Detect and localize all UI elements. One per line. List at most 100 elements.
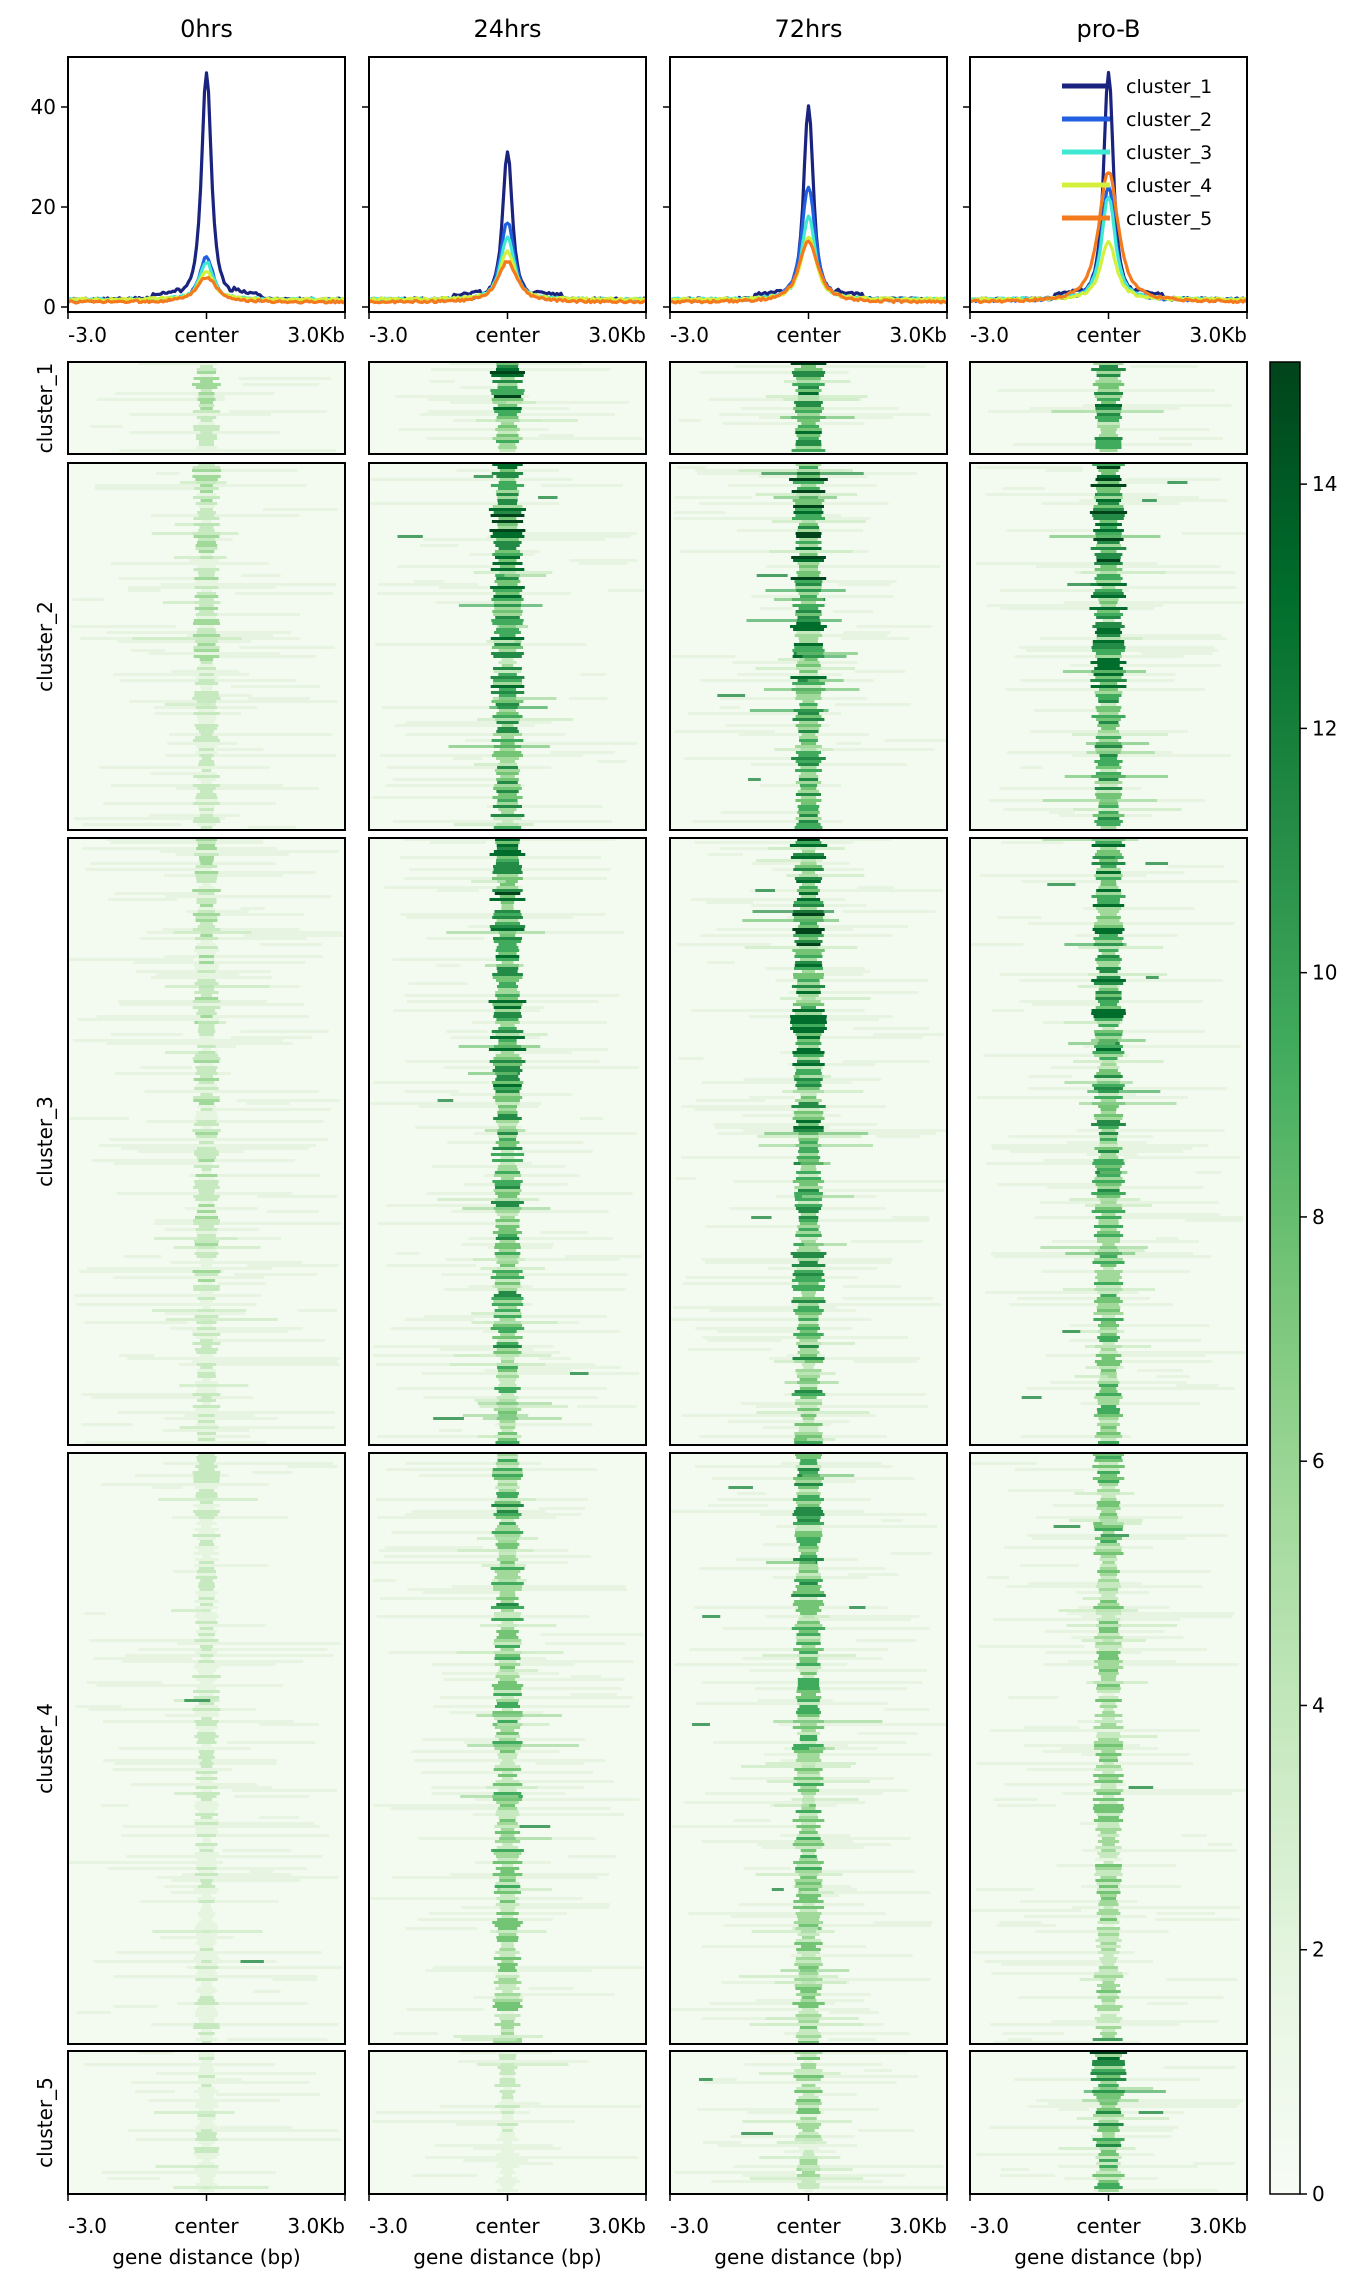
heatmap-row-signal bbox=[199, 1693, 214, 1696]
heatmap-bg-row bbox=[674, 730, 775, 733]
heatmap-row-flank bbox=[174, 1792, 212, 1795]
heatmap-row-signal bbox=[200, 1789, 213, 1792]
heatmap-row-signal bbox=[493, 1015, 522, 1018]
heatmap-row-signal bbox=[800, 1735, 818, 1738]
heatmap-row-signal bbox=[201, 1744, 212, 1747]
heatmap-row-signal bbox=[194, 1054, 219, 1057]
heatmap-row-signal bbox=[795, 514, 822, 517]
heatmap-row-signal bbox=[198, 1039, 216, 1042]
heatmap-row-signal bbox=[196, 1156, 217, 1159]
heatmap-bg-row bbox=[676, 1177, 697, 1180]
heatmap-bg-row bbox=[371, 478, 573, 481]
heatmap-bg-row bbox=[569, 559, 638, 562]
heatmap-row-signal bbox=[198, 1951, 215, 1954]
heatmap-row-signal bbox=[791, 371, 826, 374]
heatmap-row-flank bbox=[476, 2063, 569, 2066]
heatmap-bg-row bbox=[681, 1156, 815, 1159]
heatmap-bg-row bbox=[540, 1231, 589, 1234]
heatmap-row-signal bbox=[497, 1132, 518, 1135]
x-tick-label: center bbox=[475, 323, 540, 347]
heatmap-row-signal bbox=[493, 1891, 521, 1894]
heatmap-bg-row bbox=[757, 1699, 833, 1702]
heatmap-row-signal bbox=[1092, 383, 1125, 386]
heatmap-row-signal bbox=[796, 1249, 821, 1252]
heatmap-bg-row bbox=[1092, 2129, 1174, 2132]
heatmap-row-signal bbox=[501, 961, 514, 964]
heatmap-row-signal bbox=[192, 410, 221, 413]
heatmap-row-flank bbox=[782, 1090, 864, 1093]
heatmap-row-signal bbox=[797, 2183, 820, 2186]
heatmap-row-signal bbox=[1099, 970, 1118, 973]
heatmap-row-signal bbox=[1094, 553, 1123, 556]
heatmap-row-signal bbox=[1093, 1819, 1124, 1822]
heatmap-row-flank bbox=[774, 748, 833, 751]
heatmap-row-signal bbox=[798, 1630, 819, 1633]
heatmap-row-flank bbox=[476, 1714, 562, 1717]
heatmap-row-signal bbox=[197, 1969, 216, 1972]
heatmap-row-signal bbox=[1101, 2029, 1116, 2032]
heatmap-row-signal bbox=[198, 2141, 215, 2144]
heatmap-row-signal bbox=[201, 589, 212, 592]
heatmap-bg-row bbox=[986, 1162, 1102, 1165]
heatmap-row-signal bbox=[497, 1366, 518, 1369]
heatmap-row-signal bbox=[492, 463, 523, 466]
heatmap-row-signal bbox=[494, 1534, 521, 1537]
heatmap-row-flank bbox=[807, 679, 844, 682]
heatmap-row-signal bbox=[1098, 2180, 1119, 2183]
heatmap-row-signal bbox=[798, 392, 819, 395]
heatmap-bg-row bbox=[176, 787, 320, 790]
heatmap-row-signal bbox=[797, 1621, 820, 1624]
heatmap-row-signal bbox=[496, 416, 519, 419]
heatmap-row-signal bbox=[198, 1672, 215, 1675]
heatmap-row-signal bbox=[800, 1414, 817, 1417]
heatmap-row-signal bbox=[202, 1903, 211, 1906]
heatmap-row-signal bbox=[198, 730, 215, 733]
heatmap-row-signal bbox=[1098, 2153, 1119, 2156]
heatmap-row-signal bbox=[799, 886, 818, 889]
heatmap-bg-row bbox=[1024, 1744, 1141, 1747]
heatmap-row-signal bbox=[798, 386, 819, 389]
heatmap-row-flank bbox=[179, 1426, 219, 1429]
heatmap-row-signal bbox=[801, 365, 816, 368]
heatmap-bg-row bbox=[709, 1309, 856, 1312]
heatmap-row-signal bbox=[1094, 1045, 1123, 1048]
heatmap-bg-row bbox=[419, 1474, 494, 1477]
heatmap-row-signal bbox=[795, 389, 822, 392]
heatmap-bg-row bbox=[179, 1363, 340, 1366]
heatmap-row-signal bbox=[793, 1906, 824, 1909]
heatmap-row-signal bbox=[499, 895, 516, 898]
heatmap-row-signal bbox=[492, 805, 522, 808]
heatmap-row-signal bbox=[1097, 1582, 1120, 1585]
heatmap-row-signal bbox=[793, 2075, 824, 2078]
heatmap-row-signal bbox=[800, 1612, 817, 1615]
heatmap-bg-row bbox=[855, 1639, 917, 1642]
heatmap-bg-row bbox=[694, 1606, 888, 1609]
heatmap-row-signal bbox=[500, 1162, 515, 1165]
heatmap-bg-row bbox=[149, 814, 240, 817]
heatmap-bg-row bbox=[976, 2153, 1155, 2156]
heatmap-row-signal bbox=[496, 874, 519, 877]
legend-label-cluster-5: cluster_5 bbox=[1126, 208, 1212, 230]
heatmap-row-signal bbox=[799, 1555, 818, 1558]
heatmap-row-signal bbox=[1102, 619, 1115, 622]
heatmap-bg-row bbox=[494, 1351, 561, 1354]
heatmap-row-signal bbox=[195, 865, 218, 868]
heatmap-bg-row bbox=[568, 697, 608, 700]
heatmap-row-signal bbox=[1099, 1918, 1118, 1921]
heatmap-row-signal bbox=[797, 805, 820, 808]
heatmap-bg-row bbox=[240, 1030, 329, 1033]
heatmap-row-signal bbox=[792, 1255, 825, 1258]
heatmap-bg-row bbox=[854, 670, 906, 673]
heatmap-row-signal bbox=[1099, 1069, 1118, 1072]
heatmap-row-offpeak bbox=[1021, 1396, 1042, 1399]
heatmap-row-signal bbox=[496, 434, 519, 437]
heatmap-row-signal bbox=[795, 1435, 822, 1438]
heatmap-row-signal bbox=[1099, 1648, 1118, 1651]
heatmap-row-flank bbox=[802, 1474, 855, 1477]
heatmap-row-signal bbox=[1094, 1768, 1123, 1771]
profile-frame bbox=[67, 56, 346, 313]
heatmap-row-signal bbox=[195, 1381, 218, 1384]
heatmap-row-signal bbox=[193, 1474, 220, 1477]
heatmap-row-signal bbox=[801, 1693, 816, 1696]
